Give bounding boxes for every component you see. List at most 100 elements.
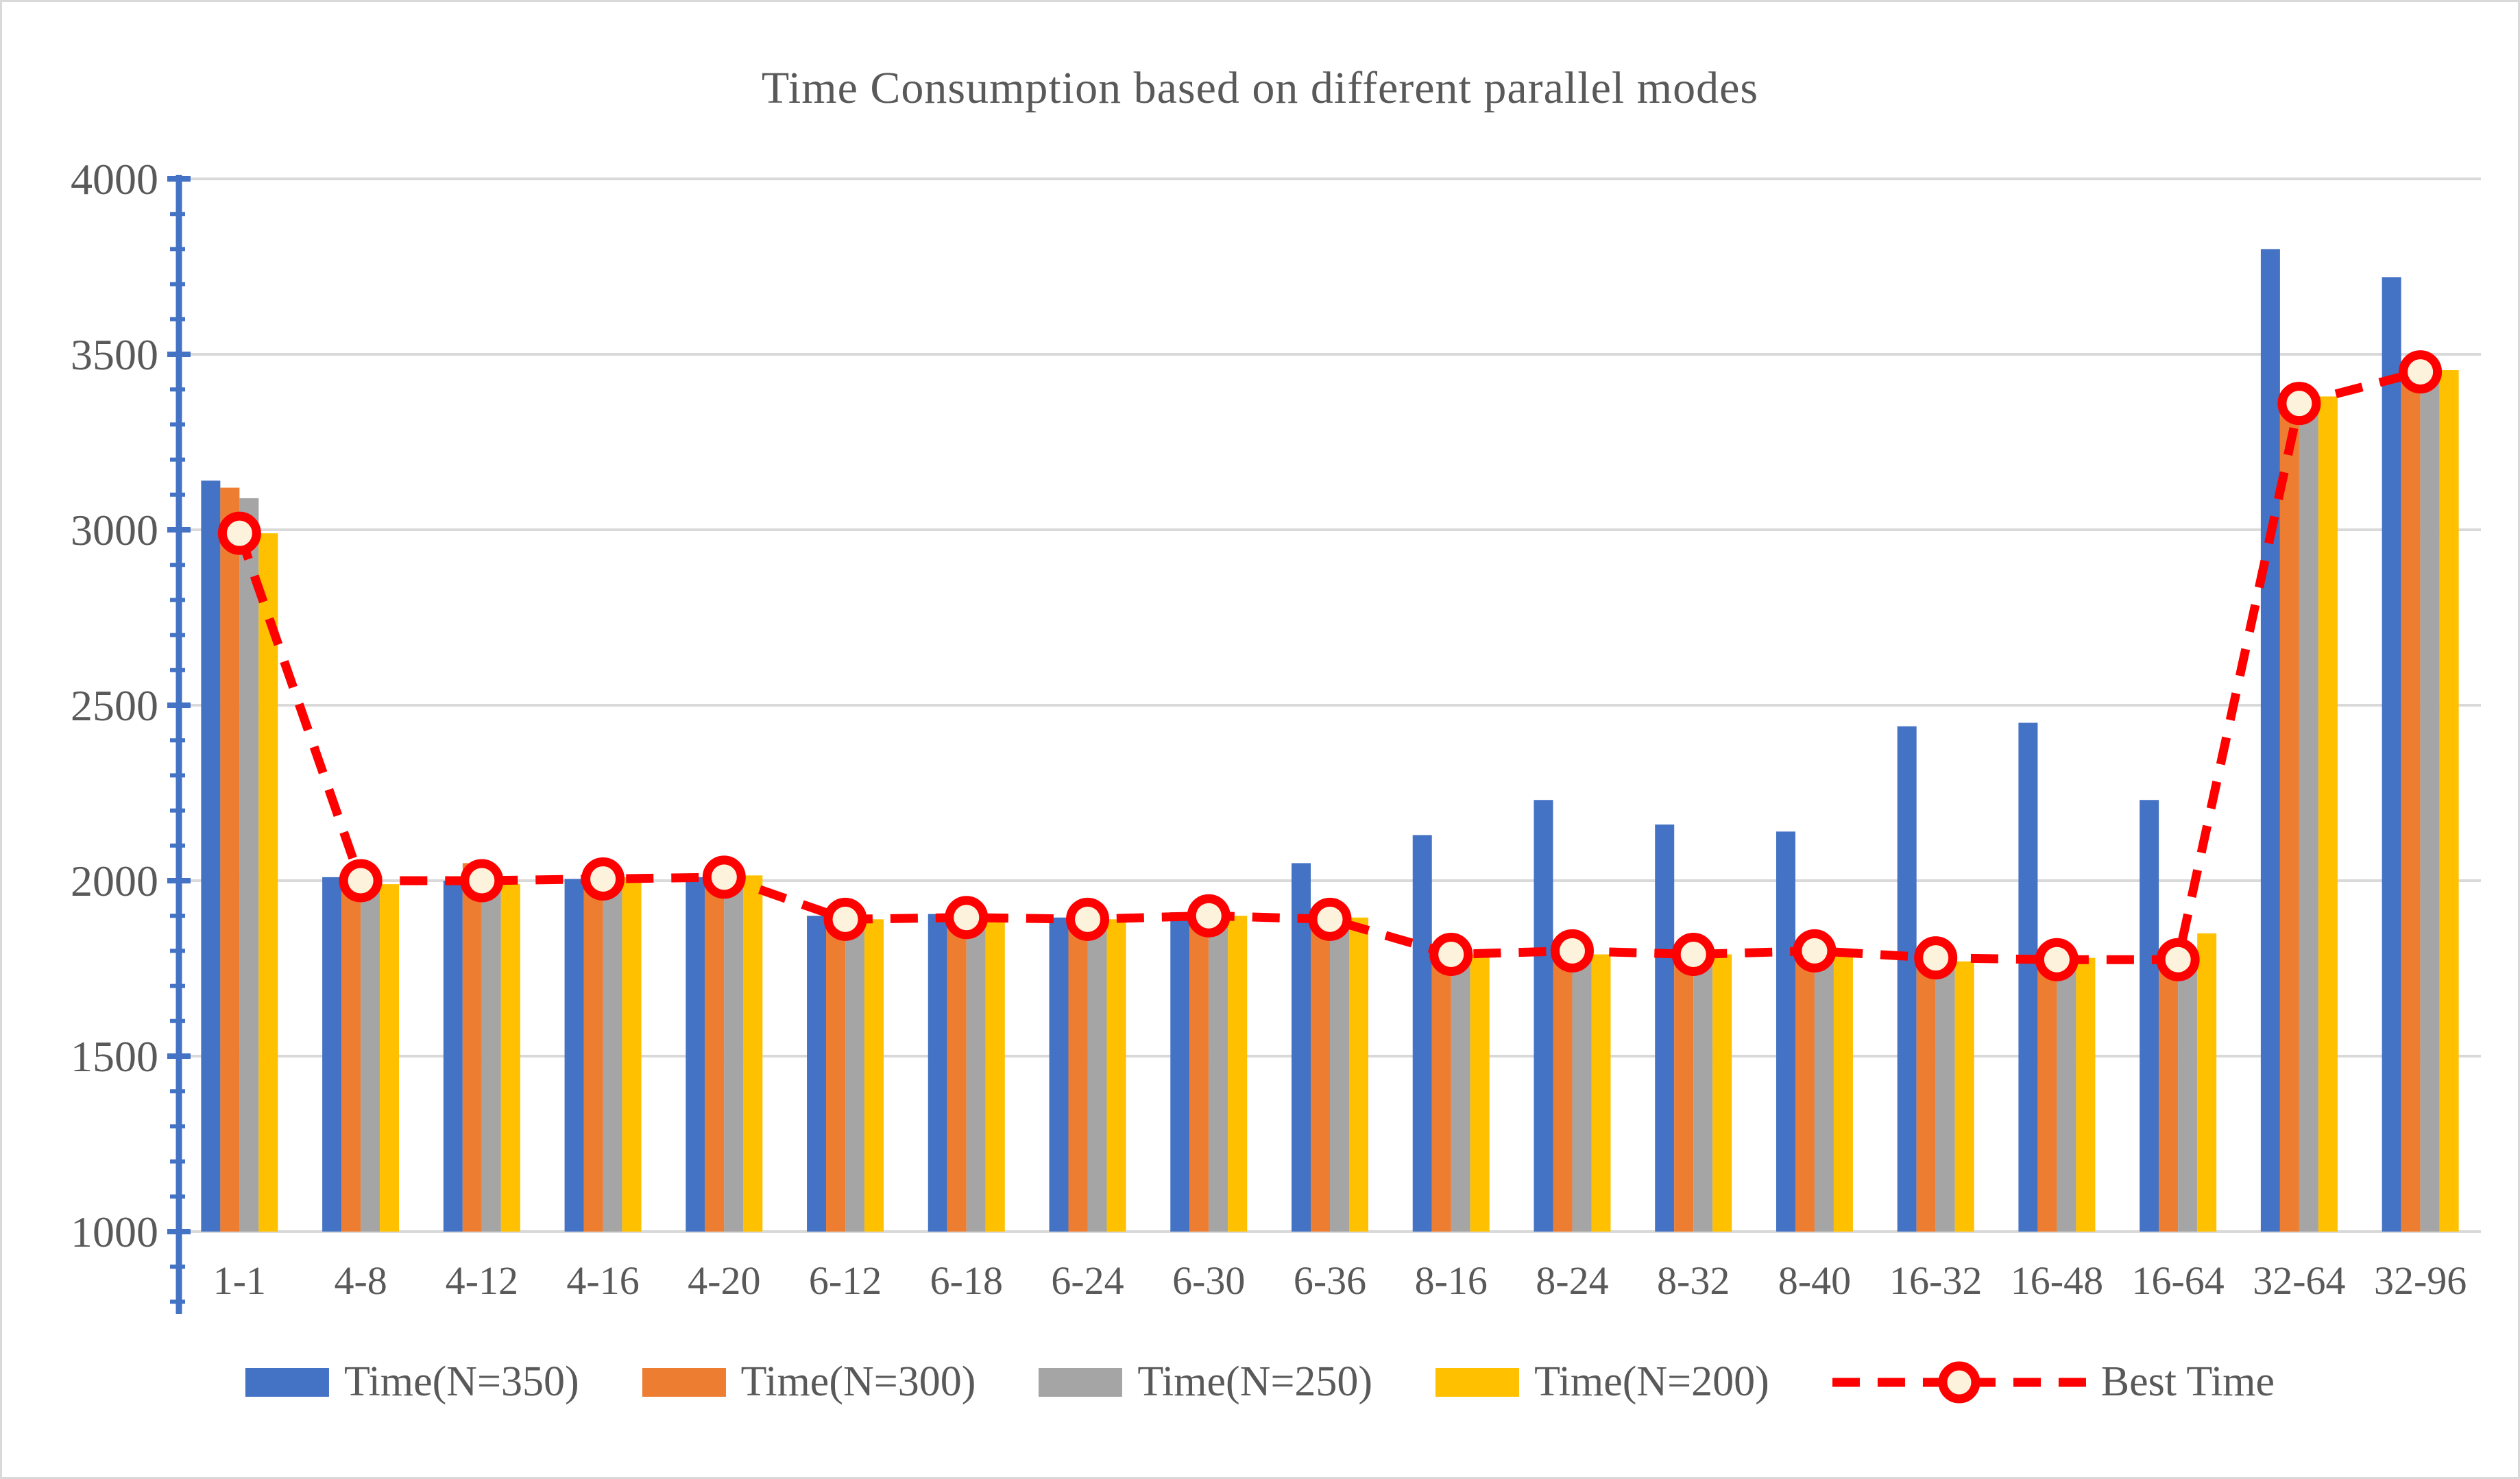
bar-Time(N=350)-1-1 [201, 480, 221, 1232]
legend-label-best-time: Best Time [2100, 1358, 2275, 1405]
bar-Time(N=300)-6-36 [1311, 919, 1330, 1232]
bar-Time(N=250)-6-24 [1087, 922, 1107, 1232]
bar-Time(N=200)-8-16 [1470, 954, 1490, 1232]
bar-Time(N=250)-6-36 [1330, 916, 1349, 1232]
bar-Time(N=250)-32-96 [2420, 374, 2440, 1232]
bar-Time(N=250)-8-32 [1693, 952, 1713, 1232]
bar-Time(N=250)-1-1 [239, 498, 259, 1232]
bar-Time(N=250)-6-30 [1209, 916, 1228, 1232]
bar-Time(N=250)-16-48 [2057, 959, 2076, 1232]
bar-Time(N=300)-32-64 [2279, 400, 2299, 1232]
bar-Time(N=350)-8-40 [1776, 831, 1795, 1232]
bar-Time(N=300)-32-96 [2401, 378, 2421, 1232]
bar-Time(N=300)-8-40 [1795, 957, 1815, 1232]
x-tick-label-6-18: 6-18 [930, 1258, 1003, 1303]
y-tick-label-2500: 2500 [71, 681, 158, 730]
best-time-marker-6-12 [823, 897, 867, 941]
bar-Time(N=200)-8-32 [1712, 954, 1732, 1232]
bar-Time(N=200)-6-18 [985, 916, 1005, 1232]
bar-Time(N=350)-8-24 [1534, 800, 1553, 1232]
bar-Time(N=200)-32-96 [2439, 370, 2459, 1232]
bar-Time(N=350)-16-64 [2140, 800, 2159, 1232]
legend-item-time-n350: Time(N=350) [245, 1358, 579, 1406]
bar-Time(N=350)-4-8 [322, 877, 342, 1232]
legend-label-time-n200: Time(N=200) [1534, 1358, 1769, 1405]
legend-swatch-time-n350-icon [245, 1367, 329, 1397]
bar-Time(N=200)-16-64 [2197, 933, 2217, 1232]
x-tick-label-8-32: 8-32 [1657, 1258, 1730, 1303]
best-time-marker-4-12 [460, 859, 504, 903]
bar-Time(N=350)-8-16 [1412, 835, 1432, 1232]
bar-Time(N=300)-4-16 [583, 884, 603, 1232]
bar-Time(N=350)-16-32 [1897, 726, 1917, 1232]
bar-Time(N=200)-8-24 [1591, 954, 1611, 1232]
bar-Time(N=250)-32-64 [2299, 403, 2318, 1232]
best-time-marker-6-30 [1187, 894, 1231, 938]
y-tick-label-3500: 3500 [71, 330, 158, 379]
best-time-marker-4-8 [339, 859, 383, 903]
x-tick-label-8-24: 8-24 [1536, 1258, 1608, 1303]
bar-Time(N=350)-4-12 [443, 881, 463, 1232]
bar-Time(N=250)-6-18 [966, 919, 986, 1232]
bar-Time(N=300)-6-18 [947, 917, 967, 1232]
legend-item-best-time: Best Time [1832, 1358, 2275, 1406]
bar-Time(N=200)-16-48 [2076, 957, 2096, 1232]
best-time-marker-8-16 [1429, 933, 1473, 977]
bar-Time(N=300)-6-30 [1189, 914, 1209, 1232]
bar-Time(N=300)-4-8 [341, 879, 361, 1232]
y-tick-label-4000: 4000 [71, 155, 158, 204]
x-tick-label-4-20: 4-20 [688, 1258, 760, 1303]
best-time-key-marker [1938, 1361, 1980, 1403]
y-tick-label-3000: 3000 [71, 506, 158, 554]
bar-Time(N=200)-4-20 [743, 875, 763, 1232]
bar-Time(N=350)-6-18 [928, 914, 947, 1232]
best-time-marker-4-20 [702, 855, 746, 899]
best-time-marker-16-32 [1914, 936, 1958, 980]
bar-Time(N=300)-16-48 [2037, 952, 2057, 1232]
bar-Time(N=350)-4-20 [686, 877, 705, 1232]
bar-Time(N=350)-32-96 [2382, 277, 2401, 1232]
best-time-marker-4-16 [581, 857, 625, 901]
legend-swatch-time-n200-icon [1435, 1367, 1520, 1397]
bar-Time(N=350)-6-24 [1049, 917, 1069, 1232]
bar-Time(N=350)-32-64 [2260, 249, 2280, 1232]
bar-Time(N=300)-6-24 [1068, 916, 1088, 1232]
bar-Time(N=250)-4-8 [361, 881, 380, 1232]
x-tick-label-8-40: 8-40 [1778, 1258, 1851, 1303]
bar-Time(N=350)-6-30 [1170, 912, 1190, 1232]
best-time-marker-32-64 [2277, 382, 2321, 426]
legend-label-time-n350: Time(N=350) [343, 1358, 579, 1405]
best-time-marker-8-24 [1550, 929, 1594, 973]
best-time-marker-16-64 [2156, 938, 2200, 981]
bar-Time(N=200)-16-32 [1954, 961, 1974, 1232]
x-tick-label-16-48: 16-48 [2011, 1258, 2103, 1303]
best-time-line [235, 367, 2422, 964]
bar-Time(N=350)-6-36 [1292, 863, 1311, 1232]
x-tick-label-1-1: 1-1 [213, 1258, 266, 1303]
legend-item-time-n250: Time(N=250) [1039, 1358, 1372, 1406]
x-tick-label-6-36: 6-36 [1294, 1258, 1366, 1303]
bar-Time(N=250)-8-16 [1451, 957, 1470, 1232]
best-time-marker-6-24 [1066, 897, 1110, 941]
x-tick-label-16-32: 16-32 [1889, 1258, 1982, 1303]
best-time-marker-6-36 [1308, 897, 1352, 941]
x-tick-label-16-64: 16-64 [2131, 1258, 2224, 1303]
x-tick-label-8-16: 8-16 [1415, 1258, 1488, 1303]
legend-label-time-n250: Time(N=250) [1137, 1358, 1373, 1405]
x-tick-label-6-12: 6-12 [809, 1258, 882, 1303]
bar-Time(N=200)-32-64 [2318, 396, 2338, 1232]
x-tick-label-32-64: 32-64 [2253, 1258, 2345, 1303]
bar-Time(N=250)-8-40 [1814, 956, 1834, 1232]
x-tick-label-4-8: 4-8 [334, 1258, 387, 1303]
bar-Time(N=250)-4-16 [603, 881, 622, 1232]
bar-Time(N=200)-4-16 [622, 877, 642, 1232]
bar-Time(N=300)-4-12 [462, 863, 482, 1232]
best-time-marker-6-18 [945, 896, 989, 940]
x-tick-label-6-24: 6-24 [1051, 1258, 1124, 1303]
best-time-marker-1-1 [217, 511, 261, 555]
bar-Time(N=300)-8-32 [1674, 961, 1694, 1232]
best-time-marker-16-48 [2035, 938, 2079, 981]
legend: Time(N=350) Time(N=300) Time(N=250) Time… [245, 1358, 2275, 1406]
bar-Time(N=350)-4-16 [564, 879, 584, 1232]
